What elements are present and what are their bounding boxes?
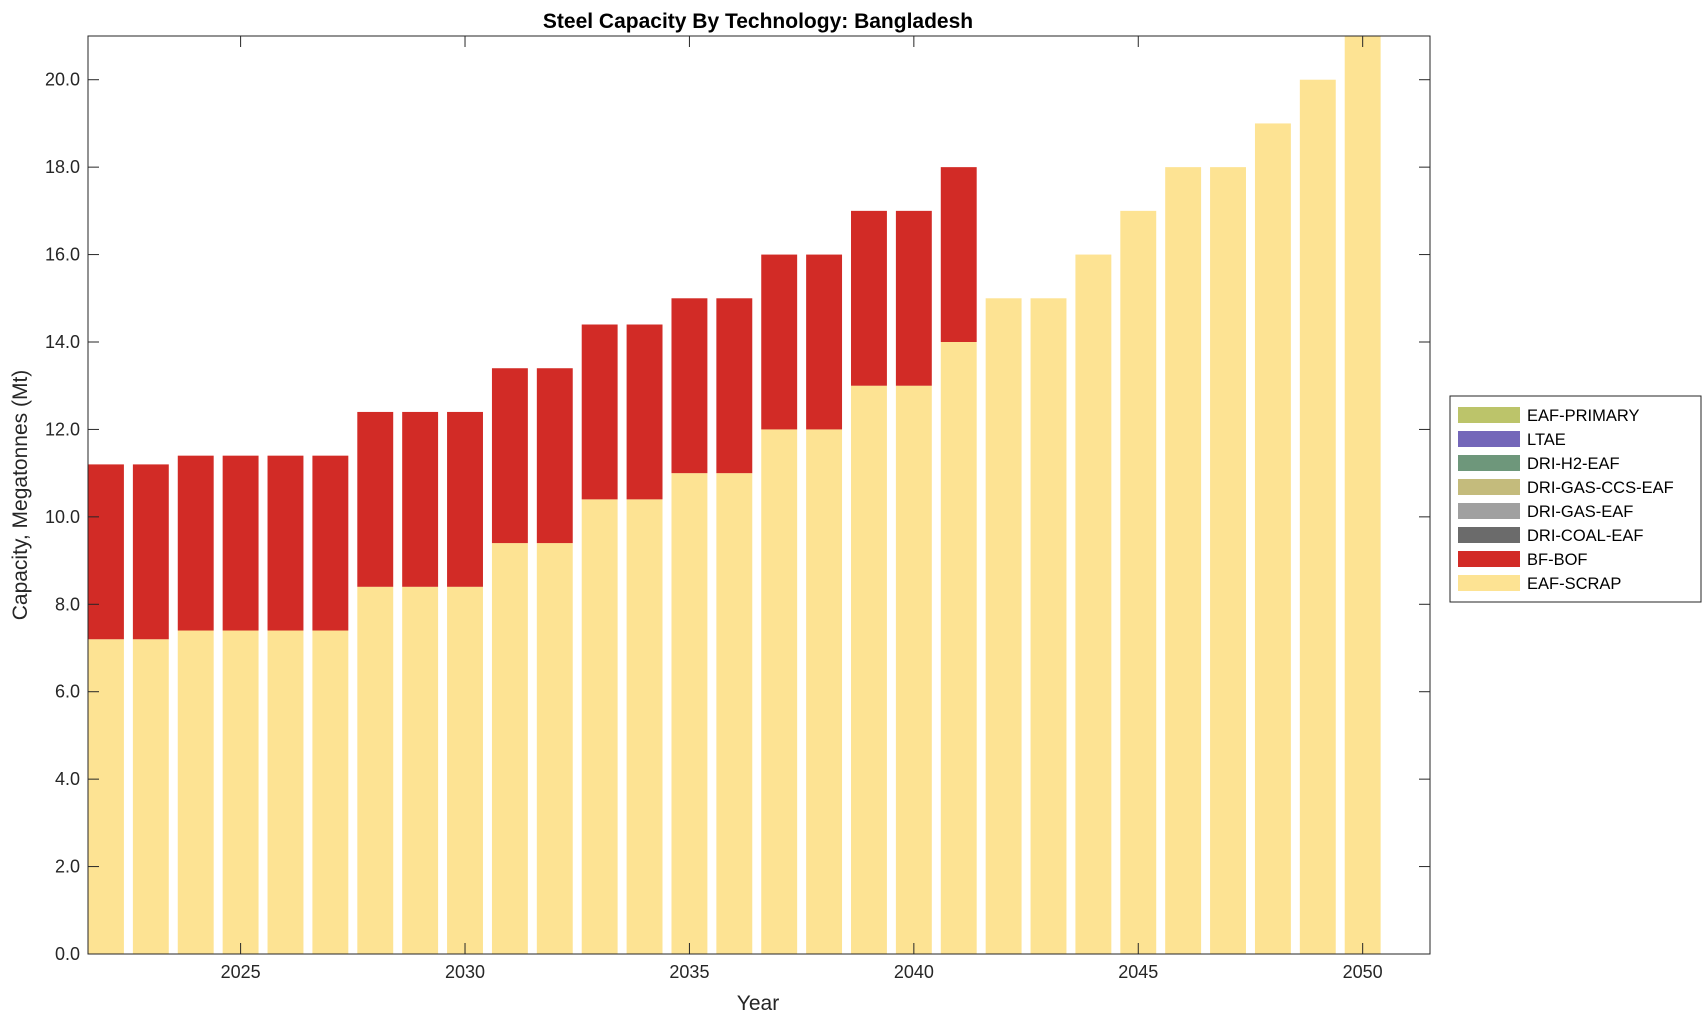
bar-eaf-scrap-2044	[1075, 254, 1112, 954]
legend-swatch-eaf-primary	[1458, 407, 1520, 423]
legend-swatch-dri-gas-ccs-eaf	[1458, 479, 1520, 495]
legend-label-bf-bof: BF-BOF	[1527, 551, 1588, 569]
bar-bf-bof-2031	[491, 368, 528, 544]
bar-bf-bof-2024	[177, 455, 214, 631]
bar-eaf-scrap-2037	[761, 429, 798, 954]
bar-eaf-scrap-2027	[312, 630, 349, 954]
x-tick-label: 2025	[221, 962, 261, 982]
legend-label-eaf-scrap: EAF-SCRAP	[1527, 575, 1621, 593]
bar-bf-bof-2041	[940, 167, 977, 342]
bar-bf-bof-2028	[357, 411, 394, 587]
y-tick-label: 14.0	[45, 332, 80, 352]
legend-label-dri-coal-eaf: DRI-COAL-EAF	[1527, 527, 1643, 545]
bar-eaf-scrap-2034	[626, 499, 663, 954]
bar-eaf-scrap-2039	[851, 385, 887, 955]
x-tick-label: 2045	[1118, 962, 1158, 982]
bar-eaf-scrap-2036	[716, 473, 753, 954]
bar-bf-bof-2023	[132, 464, 169, 640]
bar-bf-bof-2039	[851, 210, 887, 386]
bar-bf-bof-2022	[88, 464, 124, 640]
bar-eaf-scrap-2040	[895, 385, 932, 955]
x-axis-label: Year	[737, 992, 779, 1015]
legend-label-dri-gas-ccs-eaf: DRI-GAS-CCS-EAF	[1527, 479, 1674, 497]
x-axis: 2025 2030 2035 2040 2045 2050	[221, 36, 1383, 982]
legend-swatch-dri-gas-eaf	[1458, 503, 1520, 519]
bar-bf-bof-2027	[312, 455, 349, 631]
bar-eaf-scrap-2033	[581, 499, 618, 954]
y-tick-label: 0.0	[55, 944, 80, 964]
legend: EAF-PRIMARY LTAE DRI-H2-EAF DRI-GAS-CCS-EAF…	[1449, 395, 1702, 603]
bar-eaf-scrap-2050	[1344, 36, 1381, 954]
y-axis-label: Capacity, Megatonnes (Mt)	[9, 370, 32, 621]
bar-eaf-scrap-2046	[1165, 167, 1202, 954]
legend-swatch-eaf-scrap	[1458, 575, 1520, 591]
bar-eaf-scrap-2048	[1254, 123, 1291, 955]
legend-label-eaf-primary: EAF-PRIMARY	[1527, 407, 1639, 425]
legend-label-dri-h2-eaf: DRI-H2-EAF	[1527, 455, 1620, 473]
bar-eaf-scrap-2041	[940, 342, 977, 954]
bar-eaf-scrap-2042	[985, 298, 1022, 954]
y-tick-label: 10.0	[45, 507, 80, 527]
bar-bf-bof-2037	[761, 254, 798, 430]
bar-eaf-scrap-2049	[1299, 79, 1336, 954]
legend-swatch-bf-bof	[1458, 551, 1520, 567]
bar-eaf-scrap-2032	[536, 543, 573, 954]
bars-group	[88, 36, 1381, 955]
bar-bf-bof-2033	[581, 324, 618, 500]
y-tick-label: 2.0	[55, 857, 80, 877]
legend-box	[1449, 395, 1702, 603]
bar-bf-bof-2029	[402, 411, 439, 587]
y-tick-label: 20.0	[45, 70, 80, 90]
legend-swatch-ltae	[1458, 431, 1520, 447]
bar-bf-bof-2026	[267, 455, 304, 631]
y-tick-label: 12.0	[45, 419, 80, 439]
legend-swatch-dri-coal-eaf	[1458, 527, 1520, 543]
bar-eaf-scrap-2030	[447, 586, 483, 954]
bar-eaf-scrap-2043	[1030, 298, 1067, 954]
bar-bf-bof-2025	[222, 455, 259, 631]
chart-title: Steel Capacity By Technology: Bangladesh	[543, 10, 973, 33]
y-axis: 0.0 2.0 4.0 6.0 8.0 10.0 12.0 14.0 16.0 18.0 20.0	[45, 70, 1430, 964]
legend-swatch-dri-h2-eaf	[1458, 455, 1520, 471]
bar-bf-bof-2030	[447, 411, 483, 587]
bar-eaf-scrap-2023	[132, 639, 169, 954]
bar-bf-bof-2038	[806, 254, 843, 430]
bar-bf-bof-2034	[626, 324, 663, 500]
bar-bf-bof-2035	[671, 298, 708, 474]
bar-eaf-scrap-2031	[491, 543, 528, 954]
bar-bf-bof-2032	[536, 368, 573, 544]
bar-eaf-scrap-2029	[402, 586, 439, 954]
bar-bf-bof-2040	[895, 210, 932, 386]
y-tick-label: 8.0	[55, 594, 80, 614]
bar-eaf-scrap-2026	[267, 630, 304, 954]
bar-eaf-scrap-2038	[806, 429, 843, 954]
y-tick-label: 18.0	[45, 157, 80, 177]
y-tick-label: 16.0	[45, 245, 80, 265]
x-tick-label: 2035	[669, 962, 709, 982]
x-tick-label: 2030	[445, 962, 485, 982]
bar-eaf-scrap-2024	[177, 630, 214, 954]
plot-area-frame	[87, 35, 1431, 955]
bar-eaf-scrap-2022	[88, 639, 124, 954]
bar-eaf-scrap-2028	[357, 586, 394, 954]
y-tick-label: 6.0	[55, 682, 80, 702]
bar-bf-bof-2036	[716, 298, 753, 474]
bar-eaf-scrap-2045	[1120, 210, 1157, 955]
legend-label-ltae: LTAE	[1527, 431, 1566, 449]
x-tick-label: 2050	[1343, 962, 1383, 982]
x-tick-label: 2040	[894, 962, 934, 982]
y-tick-label: 4.0	[55, 769, 80, 789]
bar-eaf-scrap-2047	[1210, 167, 1246, 954]
bar-eaf-scrap-2035	[671, 473, 708, 954]
legend-label-dri-gas-eaf: DRI-GAS-EAF	[1527, 503, 1633, 521]
bar-eaf-scrap-2025	[222, 630, 259, 954]
